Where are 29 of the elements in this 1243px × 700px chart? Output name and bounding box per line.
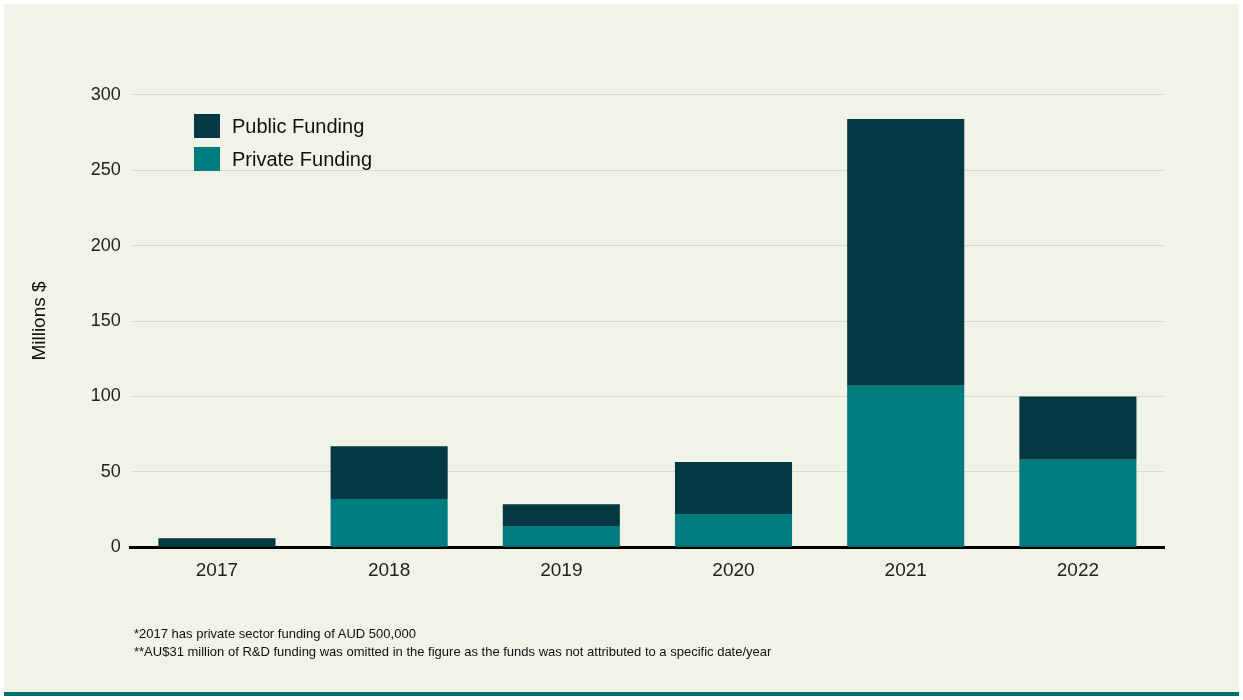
x-tick-label: 2017 (195, 558, 239, 580)
bar (674, 462, 793, 515)
y-tick-label: 50 (100, 460, 121, 481)
y-tick-label: 300 (90, 83, 121, 104)
x-tick-label: 2022 (1056, 558, 1100, 580)
text: **AU$31 million of R&D funding was omitted in the figure as the funds was not attributed to a specific date/year (134, 643, 772, 661)
bar (158, 538, 276, 547)
bar (330, 498, 448, 547)
y-tick-label: 0 (110, 536, 121, 557)
bar (1019, 396, 1137, 460)
bar (847, 118, 965, 386)
bar (674, 514, 793, 547)
bar (1019, 459, 1137, 547)
x-tick-label: 2021 (884, 558, 927, 580)
text: *2017 has private sector funding of AUD 500,000 (134, 625, 417, 643)
y-tick-label: 250 (90, 159, 121, 180)
y-tick-label: 150 (90, 309, 121, 330)
y-tick-label: 200 (90, 234, 121, 255)
bar (330, 446, 448, 499)
bar (502, 526, 620, 547)
x-tick-label: 2020 (712, 558, 755, 580)
legend-label: Private Funding (232, 147, 373, 171)
y-axis-title: Millions $ (27, 280, 49, 361)
x-tick-label: 2019 (540, 558, 583, 580)
legend-label: Public Funding (232, 114, 365, 138)
bar (847, 385, 965, 547)
x-tick-label: 2018 (367, 558, 411, 580)
y-tick-label: 100 (90, 385, 121, 406)
bar (502, 504, 620, 527)
